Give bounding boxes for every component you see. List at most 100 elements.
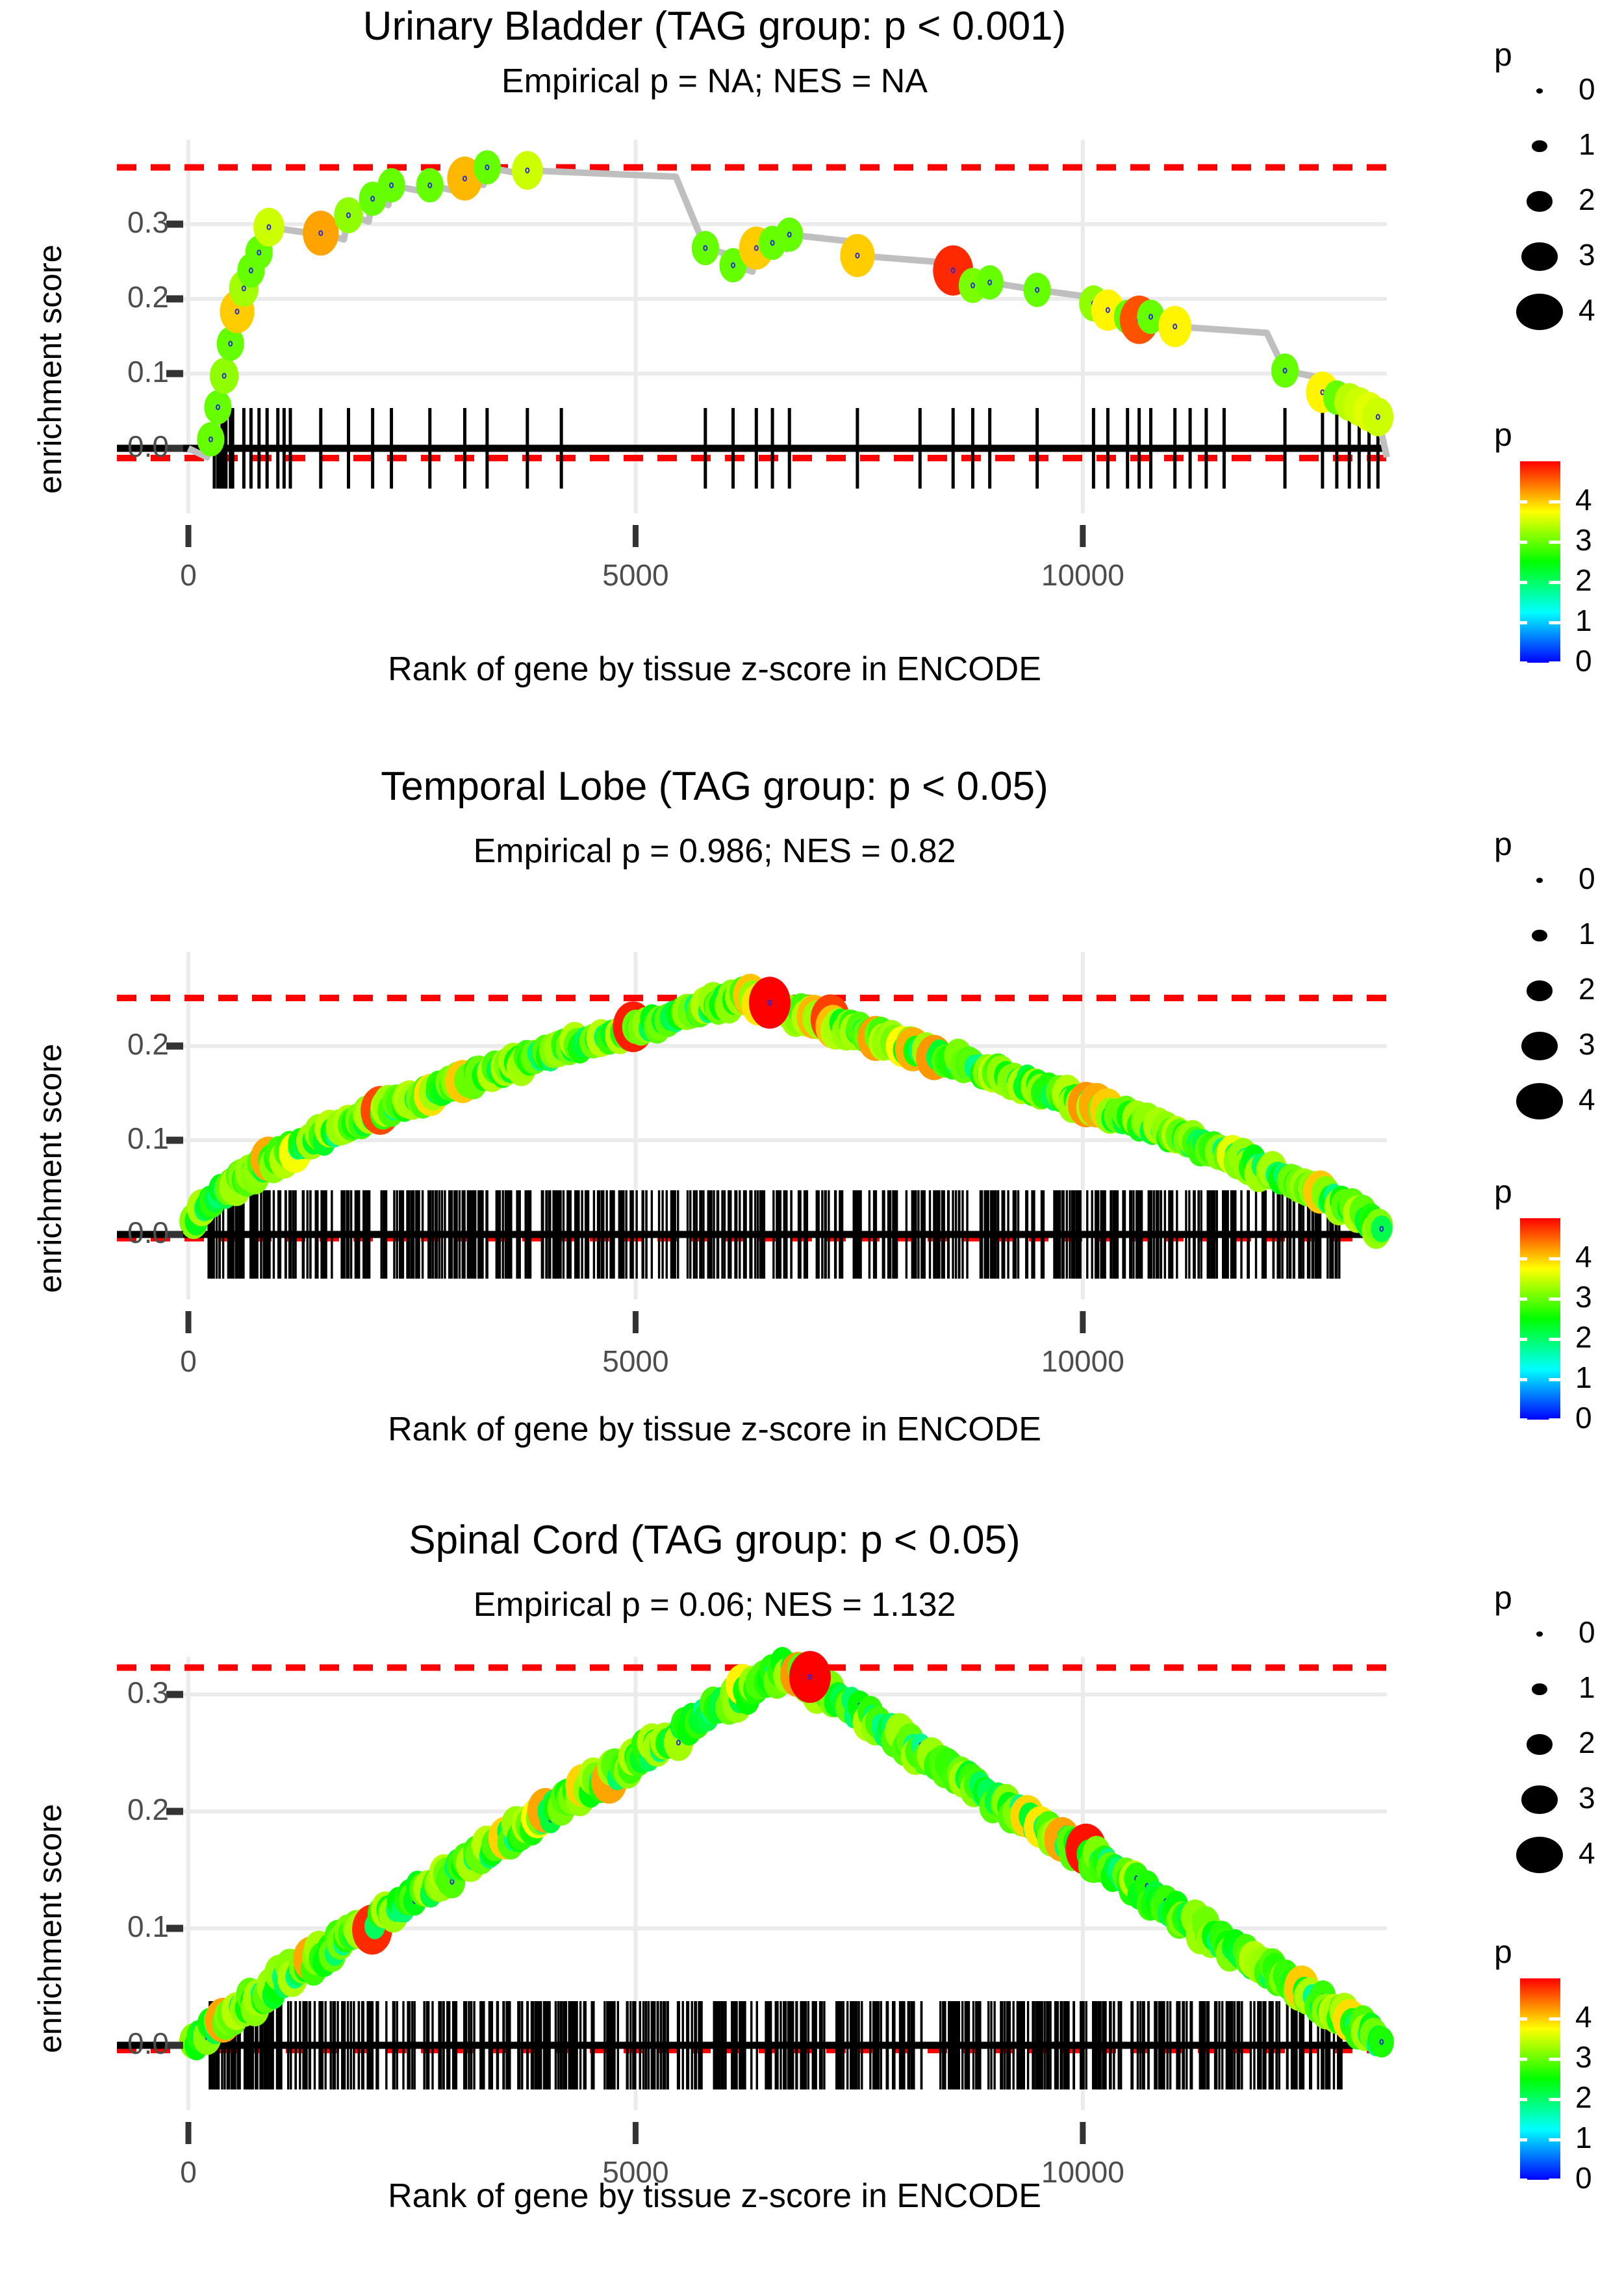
hit-marker	[1369, 2026, 1394, 2058]
y-tick-label: 0.1	[127, 1910, 169, 1943]
size-legend-dot	[1527, 1734, 1553, 1755]
x-tick-label: 10000	[1041, 1344, 1124, 1378]
size-legend-dot	[1536, 88, 1543, 94]
size-legend-label: 2	[1579, 972, 1595, 1006]
hit-marker-core	[731, 262, 736, 268]
size-legend-dot	[1516, 1082, 1563, 1120]
color-legend-tick	[1520, 2017, 1560, 2021]
hit-marker-core	[318, 230, 324, 236]
hit-marker-core	[971, 282, 976, 288]
hit-marker	[511, 151, 543, 190]
color-legend-label: 2	[1575, 563, 1592, 597]
color-legend-label: 0	[1575, 2161, 1592, 2195]
x-tick-label: 5000	[602, 2155, 669, 2189]
size-legend-label: 3	[1579, 1781, 1595, 1815]
x-axis-label: Rank of gene by tissue z-score in ENCODE	[388, 2177, 1041, 2215]
hit-marker-core	[1105, 307, 1110, 313]
hit-marker-core	[266, 224, 272, 231]
color-legend-tick	[1520, 581, 1560, 584]
panel-subtitle: Empirical p = NA; NES = NA	[501, 62, 928, 100]
hit-markers	[179, 973, 1393, 1249]
hit-marker-core	[807, 1674, 813, 1680]
y-tick-label: 0.0	[127, 1216, 169, 1249]
color-legend-label: 4	[1575, 1240, 1592, 1273]
color-legend-bar	[1520, 1218, 1560, 1420]
size-legend-dot	[1532, 1683, 1547, 1696]
hit-marker	[204, 390, 232, 425]
y-tick-label: 0.1	[127, 355, 169, 389]
color-legend-tick	[1520, 1338, 1560, 1341]
color-legend-tick	[1520, 2138, 1560, 2141]
size-legend-label: 3	[1579, 238, 1595, 272]
size-legend-label: 2	[1579, 1726, 1595, 1759]
size-legend-dot	[1516, 293, 1563, 331]
plot-group	[117, 140, 1394, 547]
size-legend-label: 3	[1579, 1027, 1595, 1061]
hit-marker-core	[222, 372, 227, 379]
hit-marker-core	[754, 245, 759, 251]
size-legend-label: 4	[1579, 1082, 1595, 1116]
panel-subtitle: Empirical p = 0.986; NES = 0.82	[473, 832, 956, 870]
enrichment-curve	[186, 1657, 1389, 2049]
x-tick-label: 0	[180, 558, 197, 592]
color-legend-tick	[1520, 541, 1560, 544]
hit-marker	[473, 150, 501, 185]
color-legend-title: p	[1494, 416, 1512, 453]
x-axis-label: Rank of gene by tissue z-score in ENCODE	[388, 650, 1041, 688]
hit-marker-core	[1379, 1225, 1384, 1232]
color-legend-tick	[1520, 1378, 1560, 1381]
hit-marker-core	[525, 167, 530, 173]
color-legend-label: 0	[1575, 1401, 1592, 1435]
hit-marker-core	[1035, 287, 1040, 293]
size-legend-dot	[1536, 1631, 1543, 1637]
color-legend-label: 3	[1575, 2040, 1592, 2074]
color-legend-label: 1	[1575, 1361, 1592, 1394]
hit-marker-core	[248, 267, 253, 274]
hit-marker	[209, 357, 239, 394]
rug-marks	[212, 408, 1380, 489]
color-legend-label: 1	[1575, 2121, 1592, 2154]
size-legend-dot	[1527, 980, 1553, 1001]
hit-marker-core	[462, 175, 467, 182]
panel-subtitle: Empirical p = 0.06; NES = 1.132	[473, 1586, 956, 1624]
hit-marker-core	[787, 231, 792, 238]
hit-marker-core	[950, 267, 956, 274]
hit-marker	[976, 265, 1004, 300]
color-legend-bar	[1520, 1978, 1560, 2180]
size-legend-label: 1	[1579, 1670, 1595, 1704]
size-legend-label: 4	[1579, 293, 1595, 327]
size-legend-label: 0	[1579, 862, 1595, 895]
hit-marker	[719, 248, 747, 283]
hit-marker-core	[389, 182, 394, 188]
color-legend-tick	[1520, 1257, 1560, 1260]
panel-title: Spinal Cord (TAG group: p < 0.05)	[409, 1518, 1021, 1563]
hit-marker	[1371, 1215, 1393, 1242]
x-tick-label: 10000	[1041, 558, 1124, 592]
size-legend-dot	[1521, 242, 1558, 271]
panel-title: Urinary Bladder (TAG group: p < 0.001)	[362, 4, 1067, 49]
color-legend-label: 1	[1575, 604, 1592, 637]
hit-marker-core	[208, 436, 213, 442]
hit-marker	[748, 977, 791, 1029]
x-tick-label: 10000	[1041, 2155, 1124, 2189]
hit-marker	[1158, 305, 1192, 348]
hit-marker-core	[1148, 314, 1154, 320]
hit-marker-core	[1173, 324, 1178, 330]
size-legend-title: p	[1494, 36, 1512, 73]
hit-marker-core	[676, 1739, 681, 1746]
hit-markers	[197, 150, 1394, 457]
plot-group	[117, 952, 1393, 1333]
color-legend-title: p	[1494, 1934, 1512, 1970]
color-legend-label: 2	[1575, 2080, 1592, 2114]
plot-area-panel3	[117, 1646, 1394, 2144]
size-legend-dot	[1527, 191, 1553, 212]
size-legend-dot	[1516, 1836, 1563, 1874]
hit-marker	[1362, 397, 1394, 437]
hit-marker-core	[427, 182, 433, 188]
color-legend-tick	[1520, 1297, 1560, 1301]
color-legend-tick	[1520, 2178, 1560, 2182]
hit-marker-core	[241, 285, 246, 292]
color-legend-bar	[1520, 461, 1560, 663]
hit-marker-core	[485, 164, 490, 171]
size-legend-label: 1	[1579, 127, 1595, 161]
